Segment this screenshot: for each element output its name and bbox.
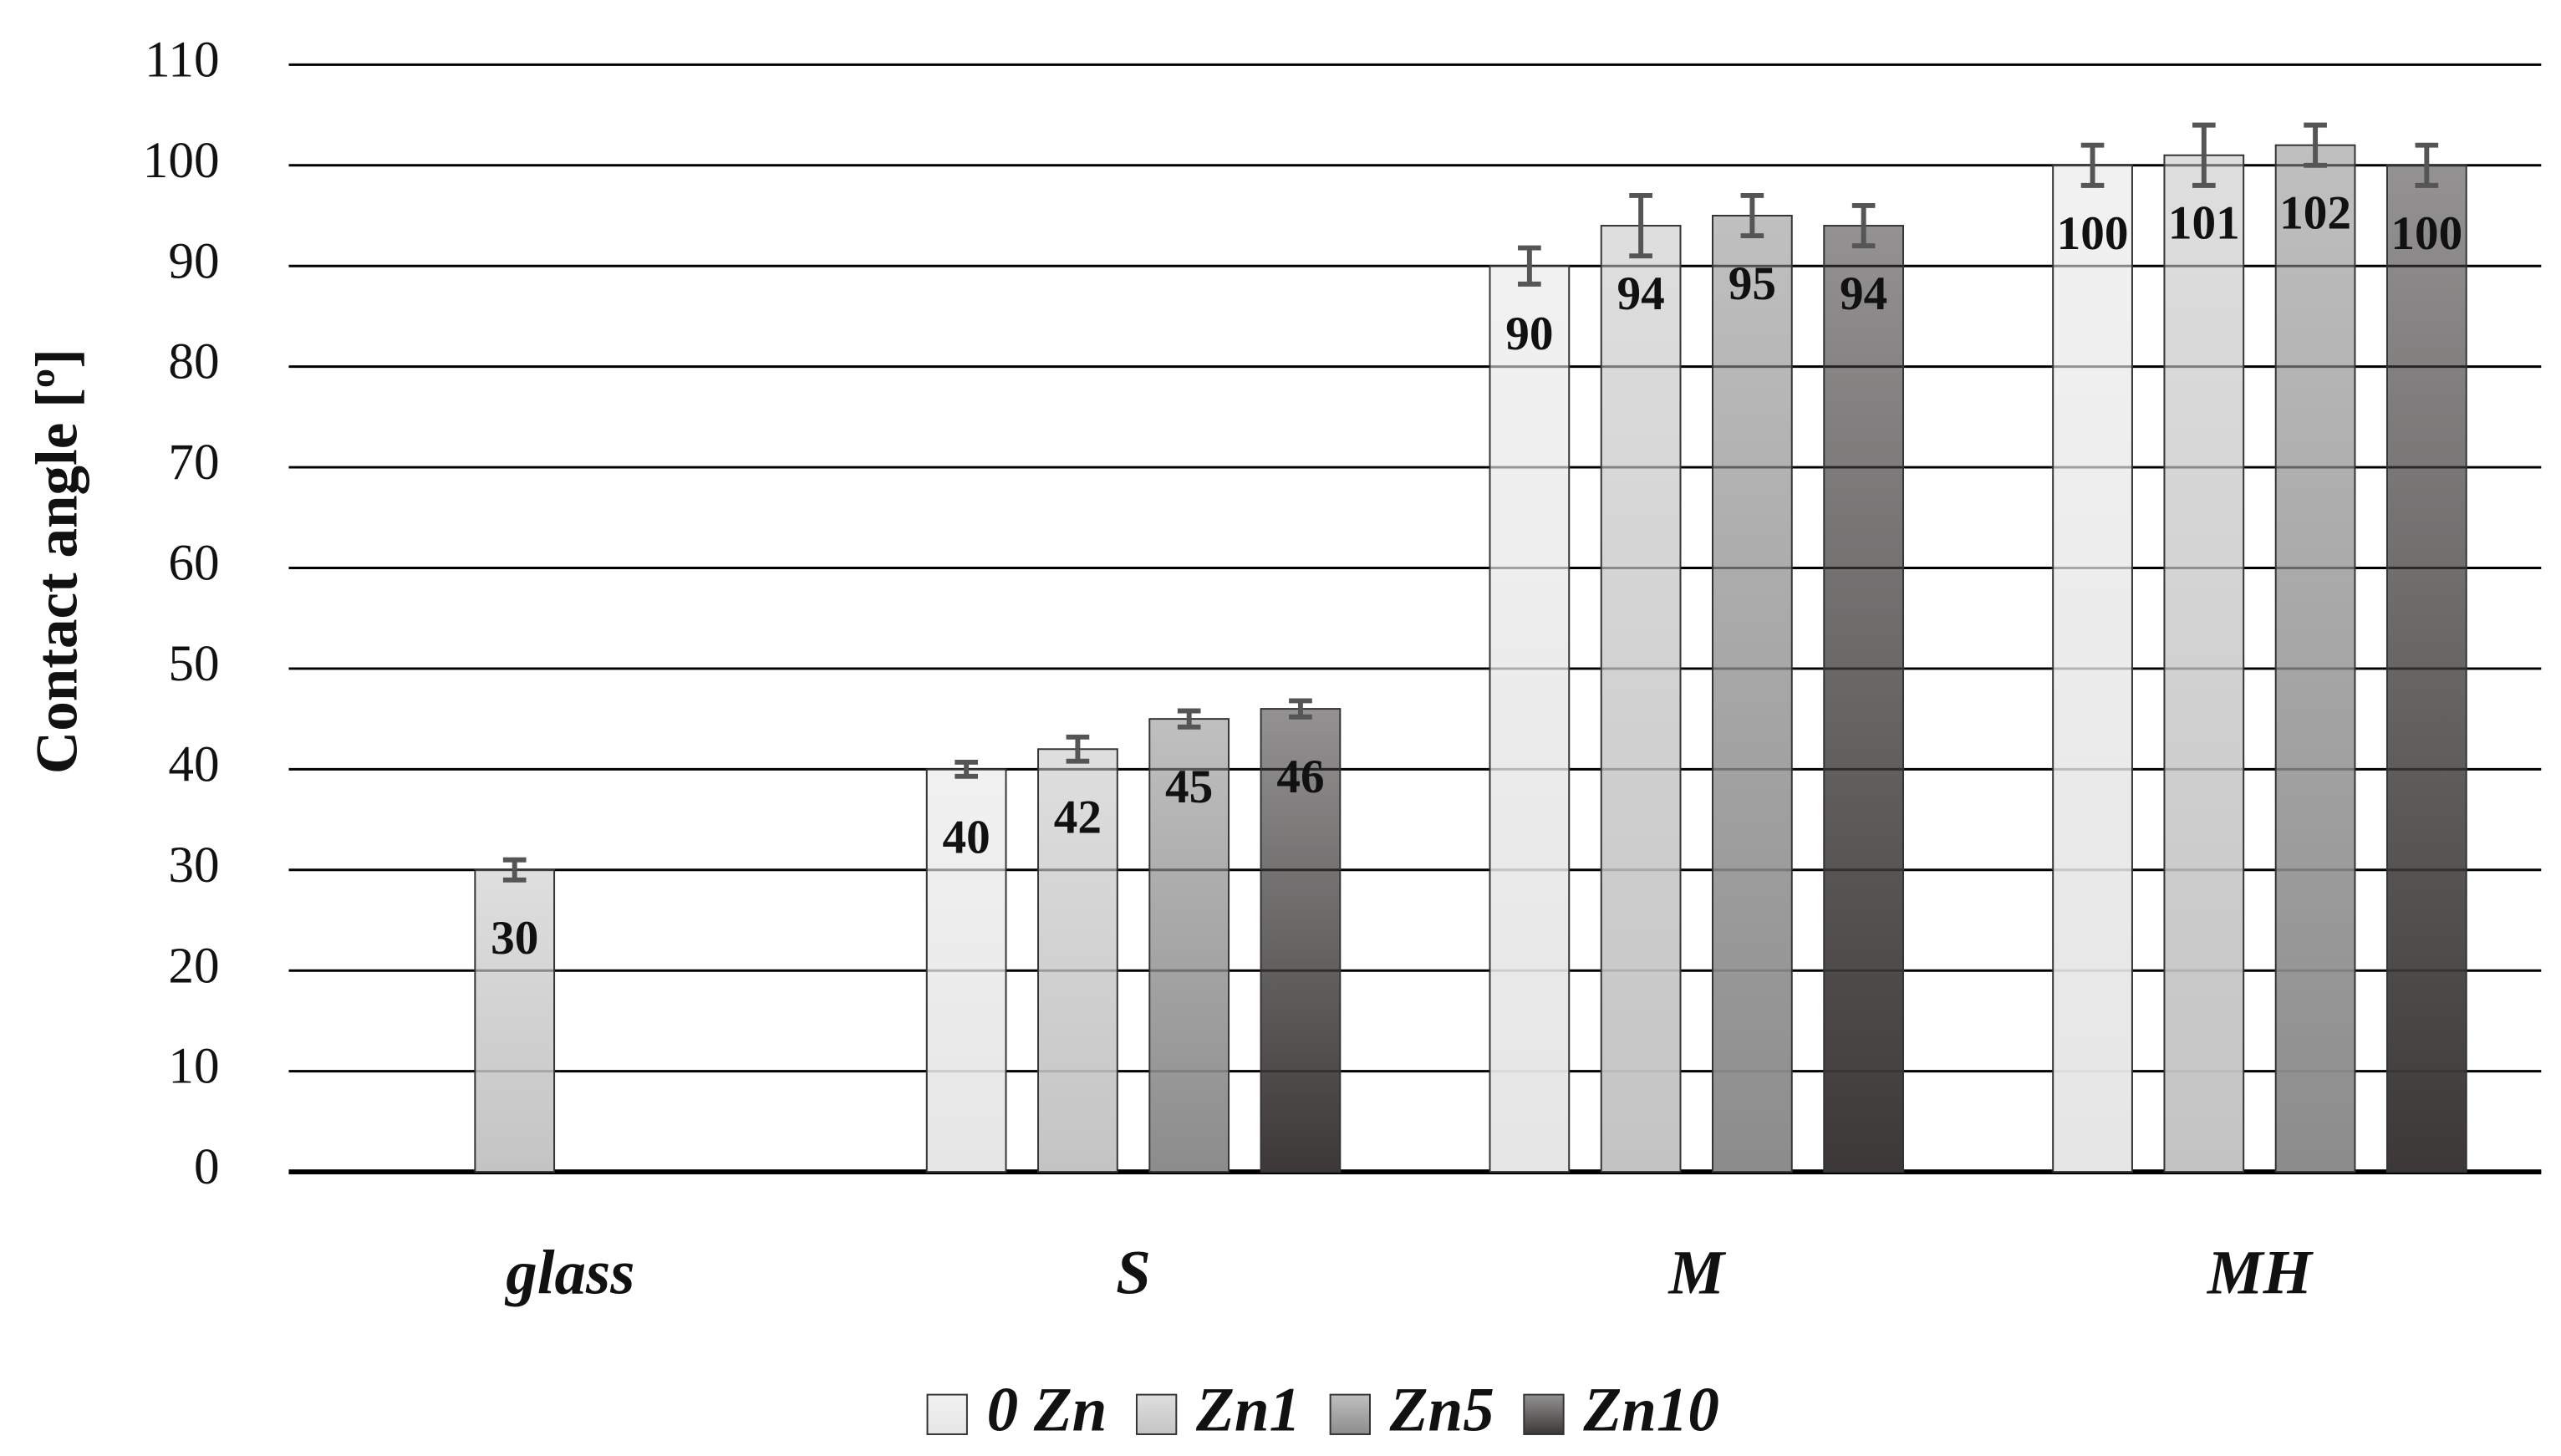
y-tick-label: 110 [145, 31, 220, 88]
y-tick-label: 0 [194, 1138, 220, 1195]
bar [2274, 144, 2356, 1173]
legend-swatch [1329, 1393, 1371, 1435]
data-label: 45 [1165, 761, 1213, 813]
legend-label: 0 Zn [987, 1375, 1107, 1444]
bar [1260, 708, 1342, 1173]
data-label: 30 [491, 912, 538, 965]
bar [474, 868, 556, 1173]
y-axis-label: Contact angle [º] [24, 349, 89, 774]
data-label: 42 [1054, 791, 1102, 843]
data-label: 90 [1505, 308, 1553, 360]
y-tick-label: 50 [168, 635, 219, 692]
bar [1823, 225, 1905, 1173]
y-tick-label: 70 [168, 434, 219, 491]
y-tick-label: 20 [168, 937, 219, 994]
bar [1489, 265, 1571, 1173]
y-tick-label: 10 [168, 1038, 219, 1095]
y-tick-label: 30 [168, 837, 219, 893]
x-tick-label: M [1667, 1239, 1726, 1308]
y-tick-label: 90 [168, 232, 219, 289]
legend-swatch [1135, 1393, 1178, 1435]
legend-label: Zn10 [1582, 1375, 1719, 1444]
bar [2385, 164, 2467, 1173]
data-label: 100 [2057, 207, 2129, 260]
bar [1037, 748, 1118, 1173]
data-label: 100 [2390, 207, 2462, 260]
y-tick-label: 80 [168, 333, 219, 390]
data-label: 46 [1276, 751, 1324, 803]
data-label: 94 [1617, 267, 1664, 320]
x-tick-label: MH [2207, 1239, 2314, 1308]
y-tick-label: 40 [168, 736, 219, 792]
bar [925, 768, 1007, 1173]
y-tick-label: 60 [168, 535, 219, 592]
y-tick-label: 100 [143, 132, 220, 189]
legend-swatch [1523, 1393, 1565, 1435]
bar [2052, 164, 2133, 1173]
data-label: 95 [1729, 257, 1776, 310]
data-label: 102 [2279, 187, 2351, 240]
legend-swatch [926, 1393, 968, 1435]
legend-label: Zn5 [1389, 1375, 1494, 1444]
x-tick-label: S [1116, 1239, 1151, 1308]
bar [1600, 225, 1682, 1173]
legend-label: Zn1 [1195, 1375, 1301, 1444]
data-label: 101 [2168, 197, 2240, 250]
bar [1712, 215, 1793, 1173]
data-label: 40 [943, 811, 990, 863]
data-label: 94 [1840, 267, 1887, 320]
bar [2163, 154, 2245, 1173]
x-tick-label: glass [504, 1239, 634, 1308]
